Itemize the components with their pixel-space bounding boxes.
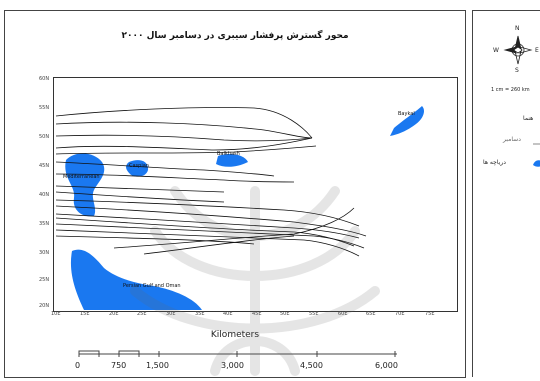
balkhash-lake — [216, 154, 248, 167]
lon-label: 55E — [309, 311, 319, 317]
legend-lakes-label: دریاچه ها — [483, 159, 506, 166]
scale-tick: 3,000 — [221, 361, 244, 370]
scale-ratio: 1 cm = 260 km — [491, 87, 530, 93]
scale-tick: 750 — [111, 361, 127, 370]
ridge-track — [55, 223, 365, 249]
lat-label: 20N — [39, 303, 50, 309]
lon-label: 20E — [109, 311, 119, 317]
ridge-track — [55, 137, 313, 151]
ridge-track — [55, 185, 225, 193]
ridge-track — [55, 199, 360, 227]
legend-track-label: دسامبر — [503, 136, 521, 143]
map-title: محور گسترش پرفشار سیبری در دسامبر سال ۲۰… — [121, 31, 349, 41]
legend-lake-swatch — [533, 160, 540, 167]
ridge-track — [55, 191, 225, 203]
ridge-track — [113, 207, 355, 249]
label-persian-gulf: Persian Gulf and Oman — [123, 283, 181, 289]
lon-label: 65E — [366, 311, 376, 317]
map-graphic — [55, 106, 424, 310]
map-canvas — [53, 77, 458, 312]
ridge-track — [55, 161, 275, 177]
lon-label: 35E — [195, 311, 205, 317]
lon-label: 40E — [223, 311, 233, 317]
baikal-lake — [390, 106, 424, 136]
lon-label: 70E — [395, 311, 405, 317]
north-arrow-icon — [503, 35, 533, 65]
ridge-track — [55, 235, 255, 245]
lon-label: 30E — [166, 311, 176, 317]
label-caspian: Caspian — [129, 163, 149, 169]
ridge-track — [55, 134, 313, 142]
scale-title: Kilometers — [210, 330, 260, 340]
scale-bar — [78, 350, 397, 357]
lon-label: 45E — [252, 311, 262, 317]
ridge-track — [55, 107, 313, 139]
lon-label: 10E — [51, 311, 61, 317]
map-frame: محور گسترش پرفشار سیبری در دسامبر سال ۲۰… — [4, 10, 466, 378]
black-sea — [126, 160, 149, 177]
lat-label: 60N — [39, 76, 50, 82]
label-black-sea: Mediterranean — [63, 174, 100, 180]
ridge-track — [143, 235, 295, 255]
ridge-track — [55, 145, 317, 155]
lon-label: 15E — [80, 311, 90, 317]
lat-label: 50N — [39, 134, 50, 140]
lat-label: 40N — [39, 192, 50, 198]
legend-panel: N S W E 1 cm = 260 km هنما دسامبر دریاچه… — [472, 10, 540, 377]
lat-label: 35N — [39, 221, 50, 227]
lat-label: 55N — [39, 105, 50, 111]
ridge-track — [55, 121, 313, 139]
scale-tick: 6,000 — [375, 361, 398, 370]
persian-gulf — [70, 249, 202, 310]
scale-tick: 4,500 — [300, 361, 323, 370]
legend-track-line — [533, 143, 540, 145]
label-baikal: Baykal — [398, 111, 415, 117]
lon-label: 60E — [338, 311, 348, 317]
lon-label: 25E — [137, 311, 147, 317]
compass-east: E — [535, 47, 539, 54]
lon-label: 50E — [280, 311, 290, 317]
ridge-track — [55, 173, 295, 183]
label-balkhash: Balkhash — [217, 151, 240, 157]
ridge-track — [55, 213, 360, 239]
compass-west: W — [493, 47, 499, 54]
lon-label: 75E — [425, 311, 435, 317]
lat-label: 30N — [39, 250, 50, 256]
lat-label: 45N — [39, 163, 50, 169]
ridge-track — [55, 205, 367, 237]
lat-label: 25N — [39, 277, 50, 283]
compass-south: S — [515, 67, 519, 74]
scale-tick: 0 — [75, 361, 81, 370]
compass-north: N — [515, 25, 520, 32]
scale-tick: 1,500 — [146, 361, 169, 370]
ridge-track — [55, 229, 360, 257]
legend-header: هنما — [523, 115, 534, 122]
